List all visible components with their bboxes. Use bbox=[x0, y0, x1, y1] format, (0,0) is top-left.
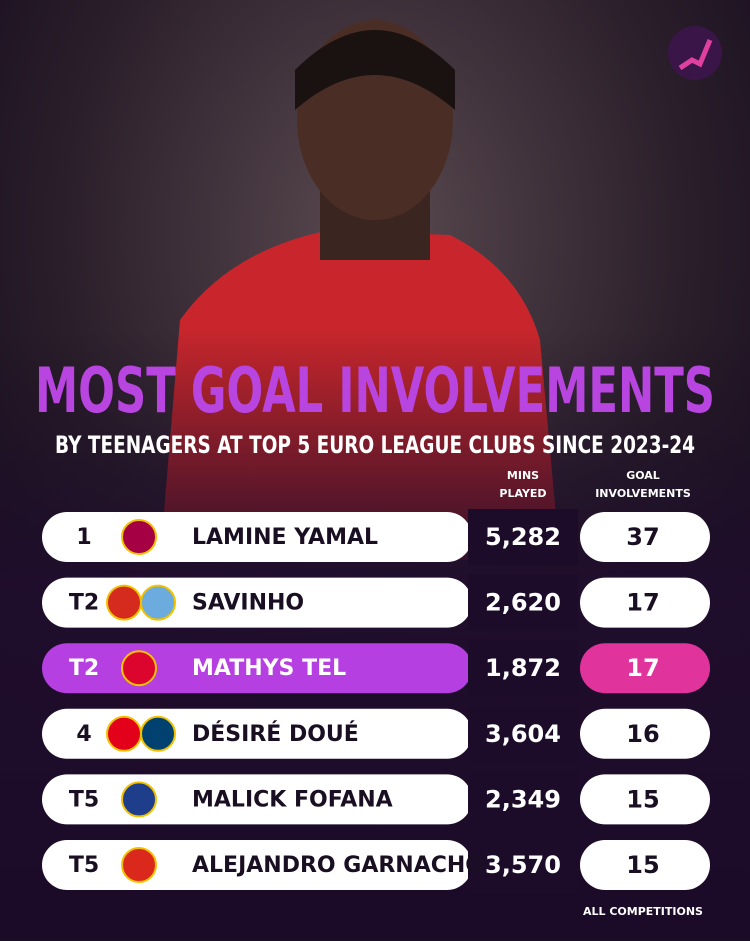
goal-involvements: 17 bbox=[626, 654, 659, 682]
mins-cell bbox=[468, 640, 578, 697]
rank: T2 bbox=[69, 591, 99, 616]
goal-pill bbox=[580, 643, 710, 694]
player-name: MATHYS TEL bbox=[192, 656, 346, 681]
club-badge bbox=[106, 584, 142, 621]
mins-cell bbox=[468, 771, 578, 828]
goal-involvements: 17 bbox=[626, 589, 659, 617]
title: MOST GOAL INVOLVEMENTS bbox=[35, 354, 715, 427]
subtitle: BY TEENAGERS AT TOP 5 EURO LEAGUE CLUBS … bbox=[55, 431, 695, 459]
mins-cell bbox=[468, 705, 578, 762]
mins-played: 3,604 bbox=[485, 720, 561, 748]
mins-played: 1,872 bbox=[485, 654, 561, 682]
rank: 4 bbox=[76, 722, 91, 747]
player-name: DÉSIRÉ DOUÉ bbox=[192, 721, 359, 747]
column-header: GOAL bbox=[626, 469, 660, 482]
goal-pill bbox=[580, 512, 710, 562]
column-header: PLAYED bbox=[499, 487, 546, 500]
mins-cell bbox=[468, 837, 578, 893]
rank: T2 bbox=[69, 656, 99, 681]
mins-played: 3,570 bbox=[485, 851, 561, 879]
player-name: SAVINHO bbox=[192, 591, 304, 616]
rank: 1 bbox=[76, 525, 91, 550]
player-name: LAMINE YAMAL bbox=[192, 525, 378, 550]
mins-played: 5,282 bbox=[485, 523, 561, 551]
goal-pill bbox=[580, 774, 710, 825]
club-badge bbox=[121, 847, 157, 883]
goal-involvements: 15 bbox=[626, 785, 659, 813]
goal-involvements: 37 bbox=[626, 523, 659, 551]
goal-pill bbox=[580, 708, 710, 759]
mins-cell bbox=[468, 574, 578, 631]
player-name: MALICK FOFANA bbox=[192, 787, 393, 812]
mins-cell bbox=[468, 509, 578, 565]
goal-involvements: 15 bbox=[626, 851, 659, 879]
rank: T5 bbox=[69, 787, 99, 812]
club-badge bbox=[121, 519, 157, 555]
rank: T5 bbox=[69, 853, 99, 878]
column-header: INVOLVEMENTS bbox=[595, 487, 691, 500]
column-header: MINS bbox=[507, 469, 539, 482]
club-badge bbox=[140, 584, 176, 621]
goal-pill bbox=[580, 840, 710, 890]
table: MINS PLAYED GOAL INVOLVEMENTS 1 LAMINE YAMAL 5… bbox=[42, 469, 710, 893]
club-badge bbox=[106, 715, 142, 752]
player-name: ALEJANDRO GARNACHO bbox=[192, 853, 484, 878]
club-badge bbox=[121, 781, 157, 818]
goal-involvements: 16 bbox=[626, 720, 659, 748]
logo bbox=[668, 26, 722, 80]
footnote: ALL COMPETITIONS bbox=[583, 905, 703, 918]
goal-pill bbox=[580, 577, 710, 628]
mins-played: 2,349 bbox=[485, 785, 561, 813]
club-badge bbox=[121, 650, 157, 687]
mins-played: 2,620 bbox=[485, 589, 561, 617]
club-badge bbox=[140, 715, 176, 752]
